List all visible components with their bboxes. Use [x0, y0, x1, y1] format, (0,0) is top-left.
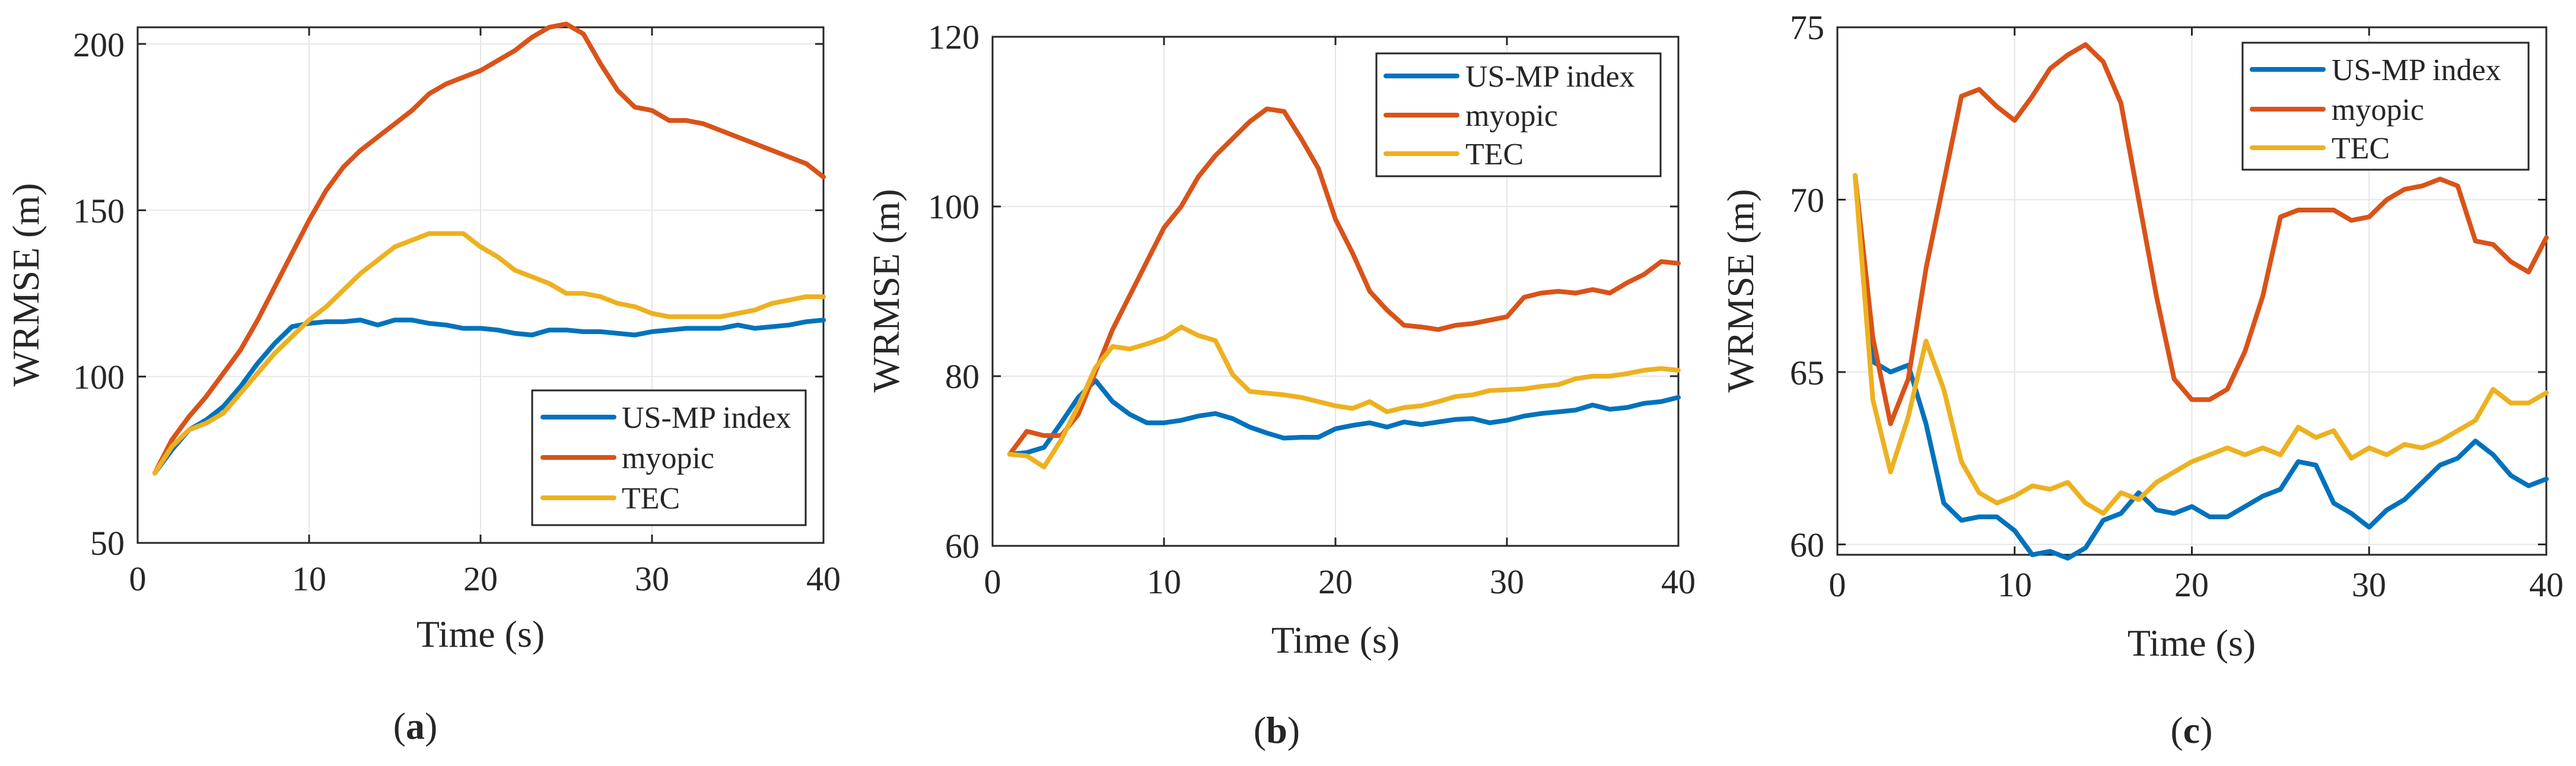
x-tick-label: 20 [1318, 562, 1353, 601]
y-axis-label-c: WRMSE (m) [1719, 189, 1761, 392]
legend-label: myopic [2332, 93, 2424, 127]
y-tick-label: 65 [1790, 354, 1824, 392]
series-line-myopic [1007, 106, 1681, 457]
y-axis-label-a: WRMSE (m) [5, 183, 47, 386]
tick-marks-b [991, 36, 1680, 547]
series-line-myopic [152, 21, 826, 476]
series-line-tec [1852, 173, 2549, 516]
legend-b: US-MP index myopic TEC [1375, 52, 1662, 177]
y-tick-label: 60 [1790, 526, 1824, 564]
series-lines-b [1007, 106, 1681, 469]
x-tick-label: 0 [984, 562, 1001, 601]
series-line-tec [1007, 325, 1681, 469]
series-lines-a [152, 21, 826, 476]
panel-label-a: (a) [393, 705, 438, 747]
tick-marks-c [1836, 26, 2548, 555]
legend-label: myopic [1465, 99, 1558, 133]
x-tick-label: 10 [1998, 565, 2032, 604]
x-tick-label: 0 [1829, 565, 1846, 604]
x-axis-label-b: Time (s) [1271, 619, 1400, 661]
y-tick-label: 70 [1790, 181, 1824, 220]
series-line-us-mp-index [1852, 173, 2549, 561]
legend-label: US-MP index [622, 401, 791, 435]
panel-label-b: (b) [1254, 709, 1300, 751]
y-tick-label: 100 [928, 187, 979, 226]
chart-panel-c: 0 10 20 30 40 60 65 70 75 Time (s) WRMSE… [1719, 8, 2564, 751]
legend-label: TEC [1465, 138, 1524, 171]
x-axis-label-a: Time (s) [416, 613, 545, 655]
y-tick-label: 60 [945, 527, 979, 565]
series-line-us-mp-index [1007, 378, 1681, 457]
x-axis-label-c: Time (s) [2127, 622, 2256, 664]
y-tick-label: 150 [73, 192, 125, 230]
y-tick-label: 200 [73, 26, 125, 64]
legend-a: US-MP index myopic TEC [531, 389, 807, 526]
x-tick-label: 10 [292, 560, 326, 598]
legend-c: US-MP index myopic TEC [2241, 42, 2530, 171]
x-tick-label: 10 [1147, 562, 1181, 601]
series-lines-c [1852, 42, 2549, 561]
tick-marks-a [136, 27, 825, 544]
y-tick-label: 120 [928, 18, 979, 56]
x-tick-label: 0 [129, 560, 147, 598]
legend-label: TEC [2332, 132, 2390, 166]
gridlines-c [1837, 27, 2546, 555]
y-axis-label-b: WRMSE (m) [865, 189, 907, 392]
chart-panel-b: 0 10 20 30 40 60 80 100 120 Time (s) WRM… [865, 18, 1696, 751]
series-line-tec [152, 231, 826, 476]
legend-label: TEC [622, 482, 680, 516]
x-tick-label: 20 [2174, 565, 2209, 604]
series-line-us-mp-index [152, 317, 826, 476]
x-tick-label: 40 [806, 560, 841, 598]
chart-panel-a: 0 10 20 30 40 50 100 150 200 Time (s) WR… [5, 21, 841, 747]
legend-label: US-MP index [1465, 60, 1635, 94]
legend-label: myopic [622, 441, 714, 475]
y-tick-label: 50 [90, 524, 125, 562]
x-tick-label: 40 [1661, 562, 1696, 601]
x-tick-label: 30 [2352, 565, 2386, 604]
x-tick-label: 30 [635, 560, 669, 598]
x-tick-label: 40 [2529, 565, 2564, 604]
x-tick-label: 20 [463, 560, 498, 598]
series-line-myopic [1852, 42, 2549, 427]
y-tick-label: 100 [73, 358, 125, 396]
y-tick-label: 80 [945, 357, 979, 396]
legend-label: US-MP index [2332, 53, 2501, 87]
panel-label-c: (c) [2170, 709, 2212, 751]
x-tick-label: 30 [1490, 562, 1524, 601]
y-tick-label: 75 [1790, 8, 1824, 47]
